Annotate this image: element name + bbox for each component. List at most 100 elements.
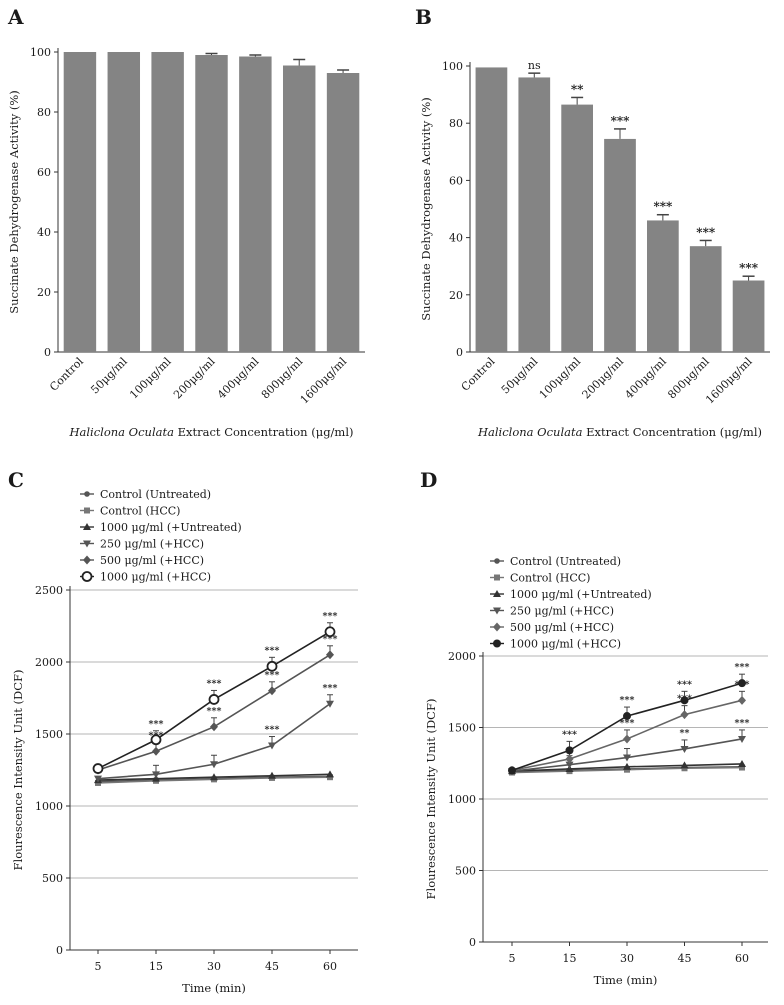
data-point [152,771,160,779]
x-tick-label: 60 [735,952,749,965]
legend-marker [493,607,501,615]
y-tick-label: 0 [44,346,51,359]
data-point [268,742,276,750]
significance-label: *** [323,611,338,622]
x-tick-label: 15 [563,952,577,965]
x-tick-label: 50μg/ml [499,355,541,397]
significance-label: *** [620,718,635,729]
x-tick-label: 400μg/ml [622,355,669,402]
data-point [680,710,689,720]
data-point [210,773,218,781]
data-point [623,712,631,721]
y-tick-label: 40 [449,232,463,245]
bar [282,65,316,352]
x-axis-title-rest: Extract Concentration (μg/ml) [582,425,762,439]
x-axis-title: Time (min) [182,981,246,995]
x-tick-label: 800μg/ml [259,355,306,402]
y-tick-label: 1500 [35,728,63,741]
legend-label: 1000 μg/ml (+Untreated) [100,521,242,534]
legend-marker [84,491,90,497]
significance-label: *** [735,662,750,673]
data-point [738,679,746,688]
chart-a: 0 20 40 60 80 100 Control 50μg/ml100μg/ml200μg/… [7,46,365,439]
significance-label: *** [677,679,692,690]
panel-label-d: D [420,468,437,492]
y-tick-label: 1000 [448,793,476,806]
data-point [508,766,516,775]
significance-label: ** [571,82,584,96]
chart-b: 0 20 40 60 80 100 Control ns 50μg/ml ** 100μg/ml **… [419,59,770,439]
x-tick-label: Control [47,355,86,394]
y-tick-label: 20 [449,289,463,302]
data-point [210,722,218,732]
legend-label: 250 μg/ml (+HCC) [510,605,614,618]
x-axis-title: Haliclona Oculata Extract Concentration … [68,425,353,439]
significance-label: *** [207,678,222,689]
data-point [268,686,276,696]
x-tick-label: 15 [149,960,163,973]
significance-label: *** [265,670,280,681]
data-point [150,734,162,746]
bar [647,220,679,352]
data-point [680,696,689,705]
y-tick-label: 2000 [35,656,63,669]
significance-label: *** [265,725,280,736]
bar [63,52,97,352]
legend-label: 1000 μg/ml (+Untreated) [510,588,652,601]
significance-label: ns [528,59,541,72]
x-axis-title-rest: Extract Concentration (μg/ml) [174,425,354,439]
significance-label: ** [680,728,690,739]
legend-marker [83,540,91,548]
legend-marker [84,507,90,514]
x-axis-title: Haliclona Oculata Extract Concentration … [477,425,762,439]
y-axis-title: Succinate Dehydrogenase Activity (%) [419,97,433,321]
y-tick-label: 60 [37,166,51,179]
panel-label-b: B [415,5,432,29]
data-point [565,754,574,764]
bar [107,52,141,352]
x-tick-label: 1600μg/ml [298,355,350,407]
x-tick-label: 1600μg/ml [703,355,755,407]
x-axis-title-italic: Haliclona Oculata [68,425,174,439]
bar [689,246,722,352]
data-point [324,626,336,638]
data-point [208,694,220,705]
significance-label: *** [739,261,759,275]
data-point [565,761,574,769]
y-tick-label: 1000 [35,800,63,813]
x-axis-title-italic: Haliclona Oculata [477,425,583,439]
data-point [738,695,746,705]
legend-label: 500 μg/ml (+HCC) [100,554,204,567]
significance-label: *** [323,683,338,694]
data-point [623,734,631,744]
data-point [326,770,334,778]
panel-label-a: A [7,5,24,29]
data-point [680,761,689,769]
y-tick-label: 60 [449,174,463,187]
panel-label-c: C [8,468,24,492]
data-point [680,745,689,753]
x-tick-label: 50μg/ml [88,355,130,397]
y-tick-label: 0 [456,346,463,359]
significance-label: *** [323,634,338,645]
data-point [210,761,218,769]
x-tick-label: Control [459,355,498,394]
x-tick-label: 5 [509,952,516,965]
legend-label: Control (Untreated) [100,488,211,501]
y-tick-label: 2500 [35,584,63,597]
y-axis-title: Flourescence Intensity Unit (DCF) [11,670,25,871]
bar [732,280,765,352]
legend-marker [493,622,501,632]
bar [518,77,551,352]
legend-marker [493,639,501,648]
y-tick-label: 2000 [448,650,476,663]
data-point [92,763,104,774]
significance-label: *** [735,718,750,729]
legend-marker [81,571,93,582]
bar [239,56,272,352]
x-tick-label: 45 [265,960,279,973]
y-tick-label: 1500 [448,722,476,735]
chart-d: 0 500 1000 1500 2000 5 15 30 45 60 Time (min) Flour… [424,555,768,987]
y-tick-label: 40 [37,226,51,239]
